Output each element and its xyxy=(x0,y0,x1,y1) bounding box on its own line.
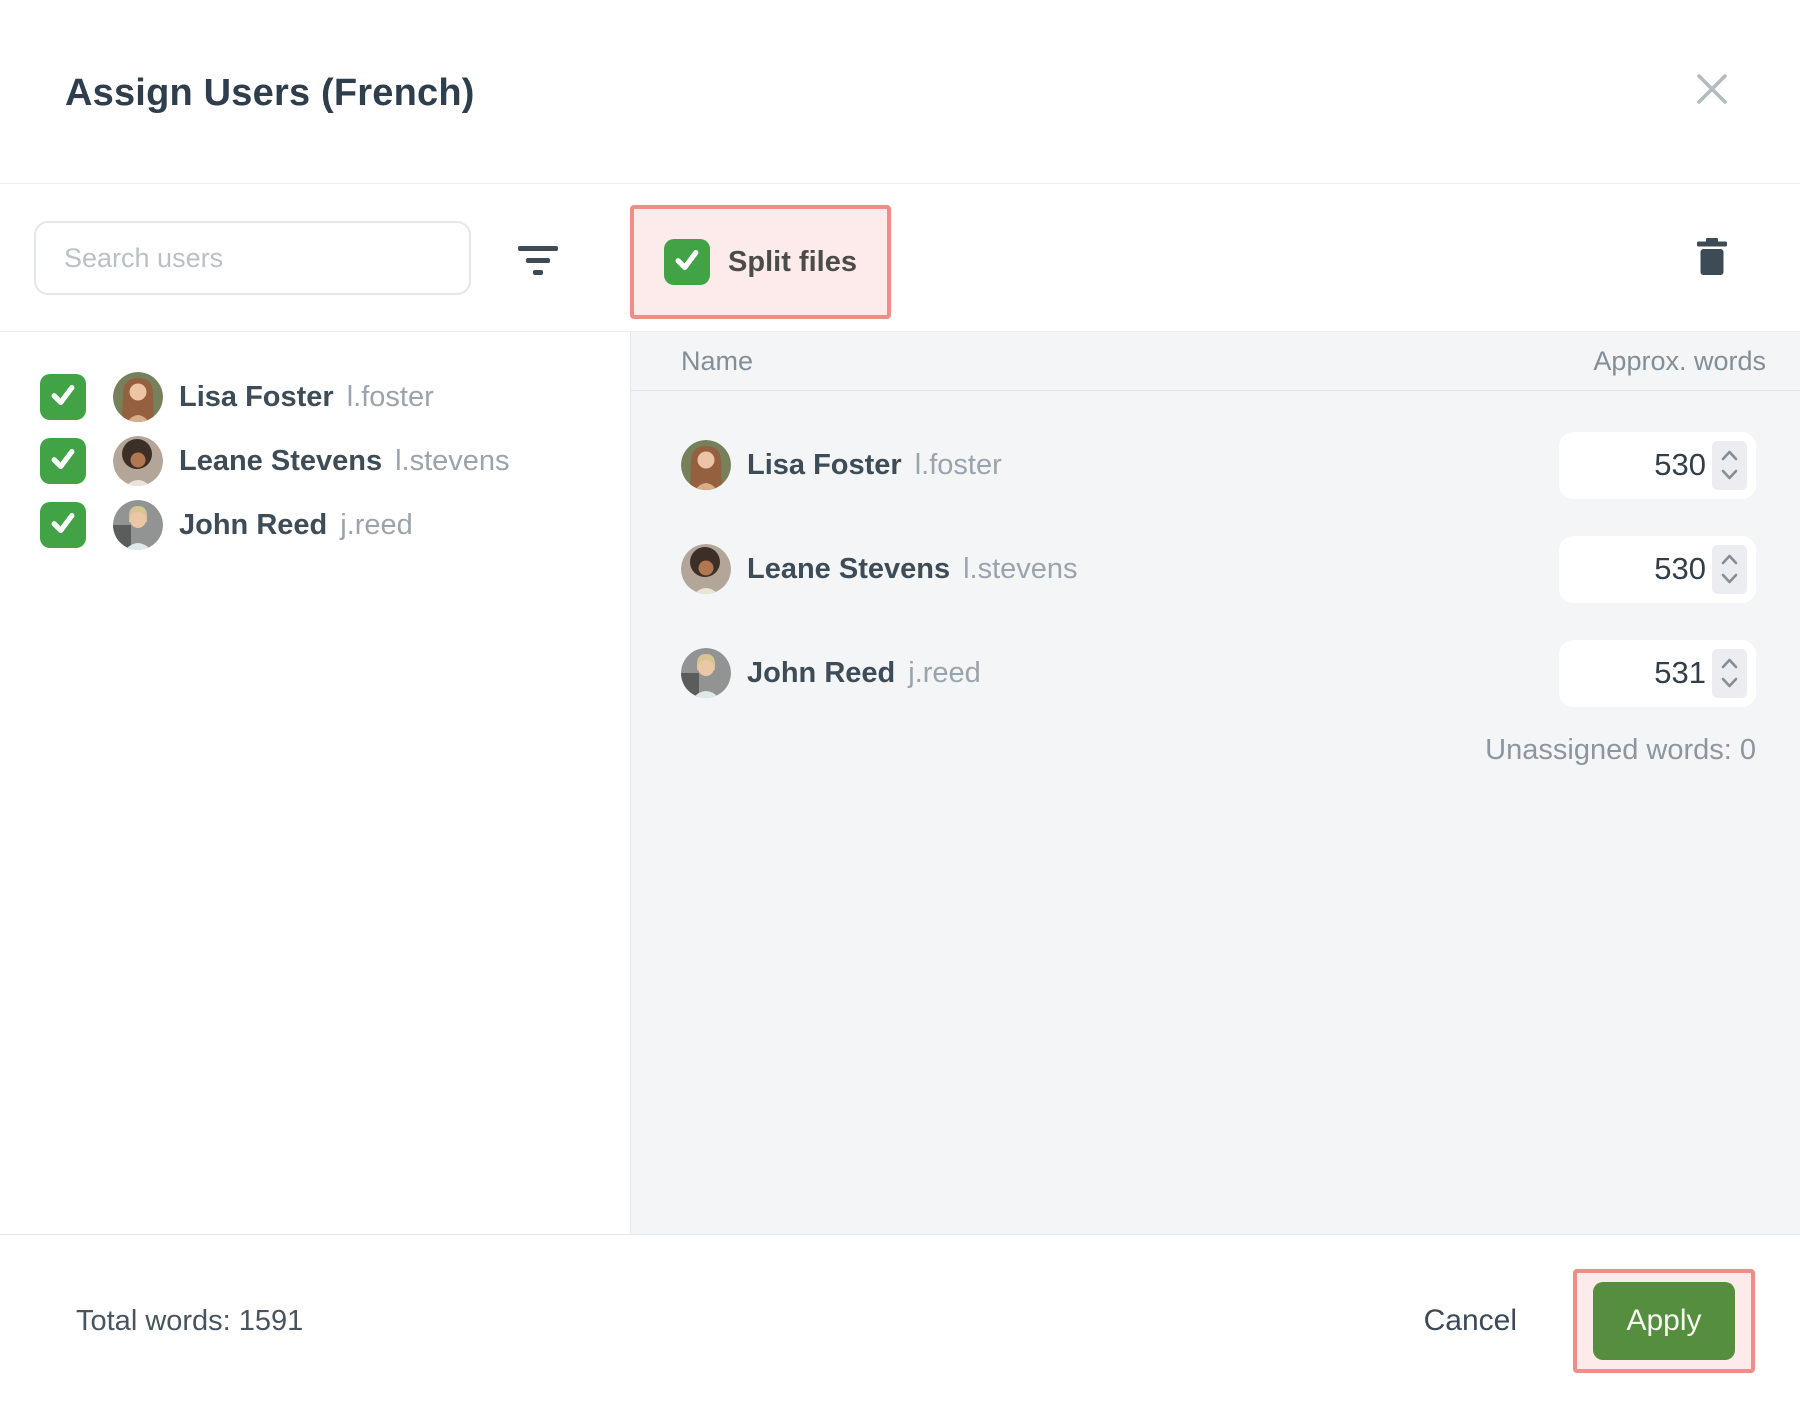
table-row: Lisa Foster l.foster xyxy=(631,413,1800,517)
stepper-up-button[interactable] xyxy=(1718,449,1742,463)
avatar xyxy=(681,648,731,698)
check-icon xyxy=(46,378,80,417)
avatar xyxy=(681,440,731,490)
dialog-title: Assign Users (French) xyxy=(65,72,475,114)
column-header-words: Approx. words xyxy=(1593,345,1766,376)
footer-actions: Cancel Apply xyxy=(1424,1269,1755,1373)
stepper xyxy=(1712,440,1747,490)
filter-icon xyxy=(518,245,558,251)
split-files-highlight: Split files xyxy=(630,205,891,319)
stepper-up-button[interactable] xyxy=(1718,553,1742,567)
close-icon xyxy=(1692,69,1732,112)
user-checkbox[interactable] xyxy=(40,502,86,548)
words-input[interactable] xyxy=(1602,551,1712,587)
total-words-label: Total words: 1591 xyxy=(76,1304,304,1337)
avatar xyxy=(113,500,163,550)
user-name: John Reed xyxy=(747,656,896,689)
dialog-footer: Total words: 1591 Cancel Apply xyxy=(0,1234,1800,1407)
user-username: l.stevens xyxy=(963,552,1078,585)
table-header: Name Approx. words xyxy=(631,332,1800,391)
user-username: j.reed xyxy=(340,508,413,541)
stepper xyxy=(1712,648,1747,698)
user-checkbox[interactable] xyxy=(40,438,86,484)
stepper-down-button[interactable] xyxy=(1718,572,1742,586)
trash-icon xyxy=(1696,237,1728,279)
toolbar: Split files xyxy=(0,183,1800,331)
split-files-label: Split files xyxy=(728,245,857,278)
user-username: l.stevens xyxy=(395,444,510,477)
user-name: Lisa Foster xyxy=(179,380,334,413)
column-header-name: Name xyxy=(681,345,754,376)
words-spinner xyxy=(1559,431,1756,499)
main-area: Lisa Foster l.foster Leane Stevens l.ste… xyxy=(0,331,1800,1234)
stepper-down-button[interactable] xyxy=(1718,676,1742,690)
words-input[interactable] xyxy=(1602,447,1712,483)
user-name: John Reed xyxy=(179,508,328,541)
avatar xyxy=(113,372,163,422)
user-row-lisa-foster[interactable]: Lisa Foster l.foster xyxy=(0,365,630,429)
unassigned-words-label: Unassigned words: 0 xyxy=(1485,734,1756,766)
assignment-panel: Name Approx. words Lisa Foster l.foster xyxy=(630,332,1800,1234)
user-username: l.foster xyxy=(914,448,1002,481)
table-row: Leane Stevens l.stevens xyxy=(631,517,1800,621)
avatar xyxy=(113,436,163,486)
user-name: Leane Stevens xyxy=(747,552,951,585)
user-name: Lisa Foster xyxy=(747,448,902,481)
user-name: Leane Stevens xyxy=(179,444,383,477)
stepper-down-button[interactable] xyxy=(1718,468,1742,482)
check-icon xyxy=(46,506,80,545)
cancel-button[interactable]: Cancel xyxy=(1423,1304,1517,1337)
user-list-panel: Lisa Foster l.foster Leane Stevens l.ste… xyxy=(0,332,630,1234)
user-row-john-reed[interactable]: John Reed j.reed xyxy=(0,493,630,557)
stepper xyxy=(1712,544,1747,594)
check-icon xyxy=(46,442,80,481)
words-input[interactable] xyxy=(1602,655,1712,691)
table-row: John Reed j.reed xyxy=(631,621,1800,725)
user-username: j.reed xyxy=(908,656,981,689)
search-input[interactable] xyxy=(34,221,471,295)
stepper-up-button[interactable] xyxy=(1718,657,1742,671)
avatar xyxy=(681,544,731,594)
apply-button[interactable]: Apply xyxy=(1593,1282,1735,1360)
words-spinner xyxy=(1559,535,1756,603)
user-row-leane-stevens[interactable]: Leane Stevens l.stevens xyxy=(0,429,630,493)
delete-button[interactable] xyxy=(1690,236,1734,280)
dialog-header: Assign Users (French) xyxy=(0,0,1800,183)
words-spinner xyxy=(1559,639,1756,707)
close-button[interactable] xyxy=(1690,68,1734,112)
apply-button-highlight: Apply xyxy=(1573,1269,1755,1373)
table-rows: Lisa Foster l.foster Leane Stevens l.ste… xyxy=(631,391,1800,725)
split-files-checkbox[interactable] xyxy=(664,239,711,285)
filter-button[interactable] xyxy=(512,242,564,278)
user-checkbox[interactable] xyxy=(40,374,86,420)
check-icon xyxy=(670,243,704,282)
user-username: l.foster xyxy=(346,380,434,413)
